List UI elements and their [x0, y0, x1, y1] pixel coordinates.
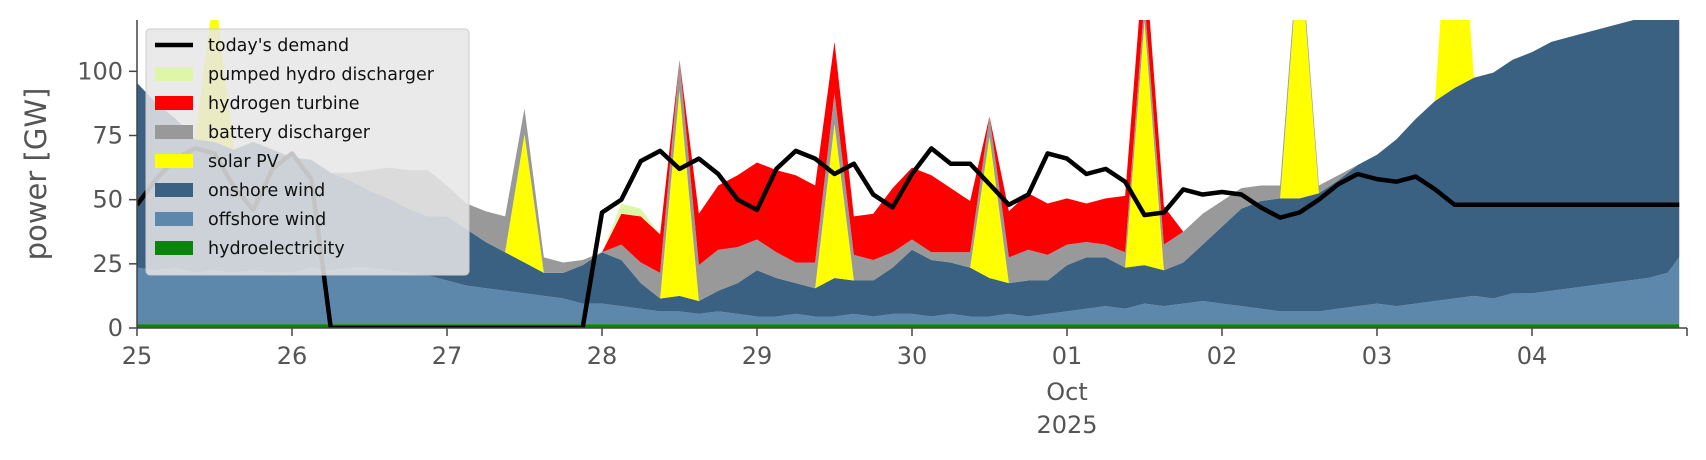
y-tick-label: 50: [92, 186, 123, 214]
demand-line: [137, 146, 1680, 328]
legend-label: hydrogen turbine: [208, 94, 360, 114]
y-tick-label: 75: [92, 122, 123, 150]
legend-label: hydroelectricity: [208, 239, 345, 259]
x-tick-label: 30: [897, 342, 928, 370]
area-hydrogen: [137, 20, 1634, 273]
x-tick-label: 26: [277, 342, 308, 370]
area-offshore: [137, 257, 1680, 325]
x-tick-label: 03: [1362, 342, 1393, 370]
x-month-label: Oct: [1046, 378, 1088, 406]
legend-label: battery discharger: [208, 123, 371, 143]
x-tick-label: 27: [432, 342, 463, 370]
legend-label: offshore wind: [208, 210, 326, 230]
legend-swatch: [155, 241, 193, 255]
x-tick-label: 02: [1207, 342, 1238, 370]
legend-label: onshore wind: [208, 181, 325, 201]
legend-swatch: [155, 154, 193, 168]
y-axis-label: power [GW]: [19, 88, 53, 261]
x-tick-label: 29: [742, 342, 773, 370]
y-tick-label: 0: [108, 314, 123, 342]
legend-label: pumped hydro discharger: [208, 65, 435, 85]
y-tick-label: 100: [77, 57, 123, 85]
x-tick-label: 25: [122, 342, 153, 370]
legend-label: today's demand: [208, 36, 349, 56]
x-tick-label: 01: [1052, 342, 1083, 370]
x-year-label: 2025: [1036, 411, 1097, 439]
legend: today's demand pumped hydro discharger hyd…: [145, 28, 470, 276]
legend-swatch: [155, 183, 193, 197]
area-onshore: [137, 20, 1680, 317]
x-tick-label: 28: [587, 342, 618, 370]
area-solar: [137, 20, 1634, 302]
legend-swatch: [155, 212, 193, 226]
legend-swatch: [155, 67, 193, 81]
legend-swatch: [155, 125, 193, 139]
legend-label: solar PV: [208, 152, 279, 172]
demand-line-layer: [137, 146, 1680, 328]
y-tick-label: 25: [92, 250, 123, 278]
x-tick-label: 04: [1517, 342, 1548, 370]
legend-swatch: [155, 96, 193, 110]
legend-box: [145, 28, 470, 276]
